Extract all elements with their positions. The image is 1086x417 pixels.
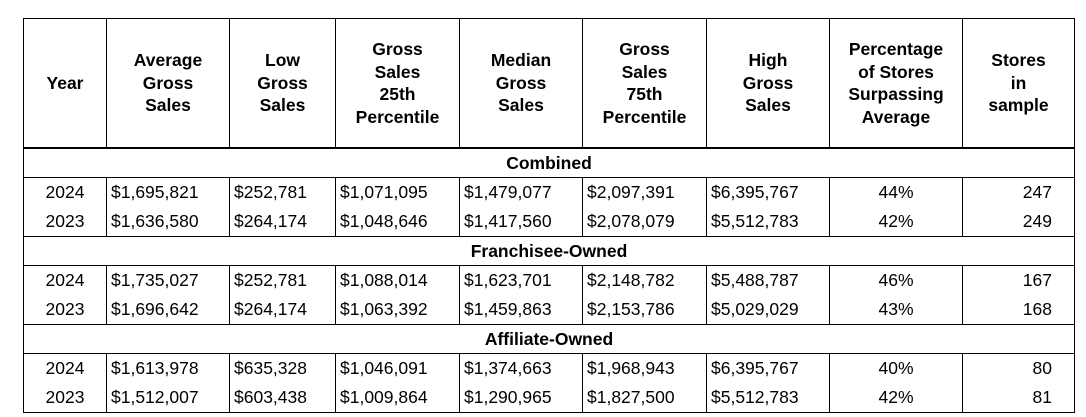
table-body: Combined 2024 $1,695,821 $252,781 $1,071,095… xyxy=(23,147,1075,413)
gross-sales-table: Year Average Gross Sales Low Gross Sales… xyxy=(23,18,1075,413)
cell-year: 2024 xyxy=(23,353,107,383)
cell-stores-in-sample: 247 xyxy=(962,177,1075,207)
cell-low-gross-sales: $252,781 xyxy=(229,177,336,207)
table-row: 2024 $1,613,978 $635,328 $1,046,091 $1,374,6… xyxy=(23,353,1075,383)
cell-year: 2023 xyxy=(23,383,107,413)
cell-average-gross-sales: $1,696,642 xyxy=(106,295,230,325)
cell-high-gross-sales: $6,395,767 xyxy=(706,353,830,383)
column-header-25th-percentile: Gross Sales 25th Percentile xyxy=(335,18,460,149)
column-header-average-gross-sales: Average Gross Sales xyxy=(106,18,230,149)
cell-average-gross-sales: $1,512,007 xyxy=(106,383,230,413)
cell-low-gross-sales: $264,174 xyxy=(229,295,336,325)
cell-gross-sales-75th-percentile: $2,078,079 xyxy=(582,207,707,237)
section-title: Affiliate-Owned xyxy=(23,324,1075,354)
cell-stores-in-sample: 249 xyxy=(962,207,1075,237)
cell-high-gross-sales: $6,395,767 xyxy=(706,177,830,207)
cell-gross-sales-75th-percentile: $2,097,391 xyxy=(582,177,707,207)
cell-average-gross-sales: $1,613,978 xyxy=(106,353,230,383)
cell-year: 2023 xyxy=(23,207,107,237)
section-row: Franchisee-Owned xyxy=(23,236,1075,266)
cell-low-gross-sales: $635,328 xyxy=(229,353,336,383)
section-title: Combined xyxy=(23,147,1075,178)
cell-stores-in-sample: 167 xyxy=(962,265,1075,295)
column-header-year: Year xyxy=(23,18,107,149)
cell-gross-sales-75th-percentile: $1,827,500 xyxy=(582,383,707,413)
cell-low-gross-sales: $252,781 xyxy=(229,265,336,295)
cell-high-gross-sales: $5,512,783 xyxy=(706,383,830,413)
table-row: 2023 $1,512,007 $603,438 $1,009,864 $1,290,9… xyxy=(23,383,1075,413)
table-row: 2024 $1,735,027 $252,781 $1,088,014 $1,623,7… xyxy=(23,265,1075,295)
cell-high-gross-sales: $5,029,029 xyxy=(706,295,830,325)
cell-median-gross-sales: $1,623,701 xyxy=(459,265,583,295)
cell-high-gross-sales: $5,512,783 xyxy=(706,207,830,237)
cell-median-gross-sales: $1,374,663 xyxy=(459,353,583,383)
cell-percentage-surpassing-average: 40% xyxy=(829,353,963,383)
cell-median-gross-sales: $1,417,560 xyxy=(459,207,583,237)
cell-gross-sales-25th-percentile: $1,063,392 xyxy=(335,295,460,325)
section-row: Combined xyxy=(23,147,1075,178)
cell-stores-in-sample: 168 xyxy=(962,295,1075,325)
table-row: 2024 $1,695,821 $252,781 $1,071,095 $1,479,0… xyxy=(23,177,1075,207)
cell-gross-sales-25th-percentile: $1,009,864 xyxy=(335,383,460,413)
table-row: 2023 $1,636,580 $264,174 $1,048,646 $1,417,5… xyxy=(23,207,1075,237)
column-header-stores-in-sample: Stores in sample xyxy=(962,18,1075,149)
cell-high-gross-sales: $5,488,787 xyxy=(706,265,830,295)
cell-year: 2024 xyxy=(23,177,107,207)
column-header-median-gross-sales: Median Gross Sales xyxy=(459,18,583,149)
cell-median-gross-sales: $1,290,965 xyxy=(459,383,583,413)
column-header-high-gross-sales: High Gross Sales xyxy=(706,18,830,149)
column-header-75th-percentile: Gross Sales 75th Percentile xyxy=(582,18,707,149)
cell-gross-sales-75th-percentile: $2,153,786 xyxy=(582,295,707,325)
cell-percentage-surpassing-average: 42% xyxy=(829,207,963,237)
cell-average-gross-sales: $1,695,821 xyxy=(106,177,230,207)
cell-median-gross-sales: $1,459,863 xyxy=(459,295,583,325)
column-header-low-gross-sales: Low Gross Sales xyxy=(229,18,336,149)
cell-percentage-surpassing-average: 42% xyxy=(829,383,963,413)
cell-stores-in-sample: 80 xyxy=(962,353,1075,383)
cell-gross-sales-75th-percentile: $2,148,782 xyxy=(582,265,707,295)
cell-low-gross-sales: $264,174 xyxy=(229,207,336,237)
cell-low-gross-sales: $603,438 xyxy=(229,383,336,413)
cell-average-gross-sales: $1,636,580 xyxy=(106,207,230,237)
cell-gross-sales-25th-percentile: $1,088,014 xyxy=(335,265,460,295)
cell-stores-in-sample: 81 xyxy=(962,383,1075,413)
cell-gross-sales-25th-percentile: $1,046,091 xyxy=(335,353,460,383)
cell-gross-sales-75th-percentile: $1,968,943 xyxy=(582,353,707,383)
cell-year: 2023 xyxy=(23,295,107,325)
cell-gross-sales-25th-percentile: $1,071,095 xyxy=(335,177,460,207)
cell-median-gross-sales: $1,479,077 xyxy=(459,177,583,207)
header-row: Year Average Gross Sales Low Gross Sales… xyxy=(23,18,1075,149)
cell-percentage-surpassing-average: 44% xyxy=(829,177,963,207)
cell-average-gross-sales: $1,735,027 xyxy=(106,265,230,295)
cell-gross-sales-25th-percentile: $1,048,646 xyxy=(335,207,460,237)
cell-percentage-surpassing-average: 43% xyxy=(829,295,963,325)
section-row: Affiliate-Owned xyxy=(23,324,1075,354)
cell-year: 2024 xyxy=(23,265,107,295)
cell-percentage-surpassing-average: 46% xyxy=(829,265,963,295)
section-title: Franchisee-Owned xyxy=(23,236,1075,266)
table-row: 2023 $1,696,642 $264,174 $1,063,392 $1,459,8… xyxy=(23,295,1075,325)
column-header-percentage-surpassing: Percentage of Stores Surpassing Average xyxy=(829,18,963,149)
